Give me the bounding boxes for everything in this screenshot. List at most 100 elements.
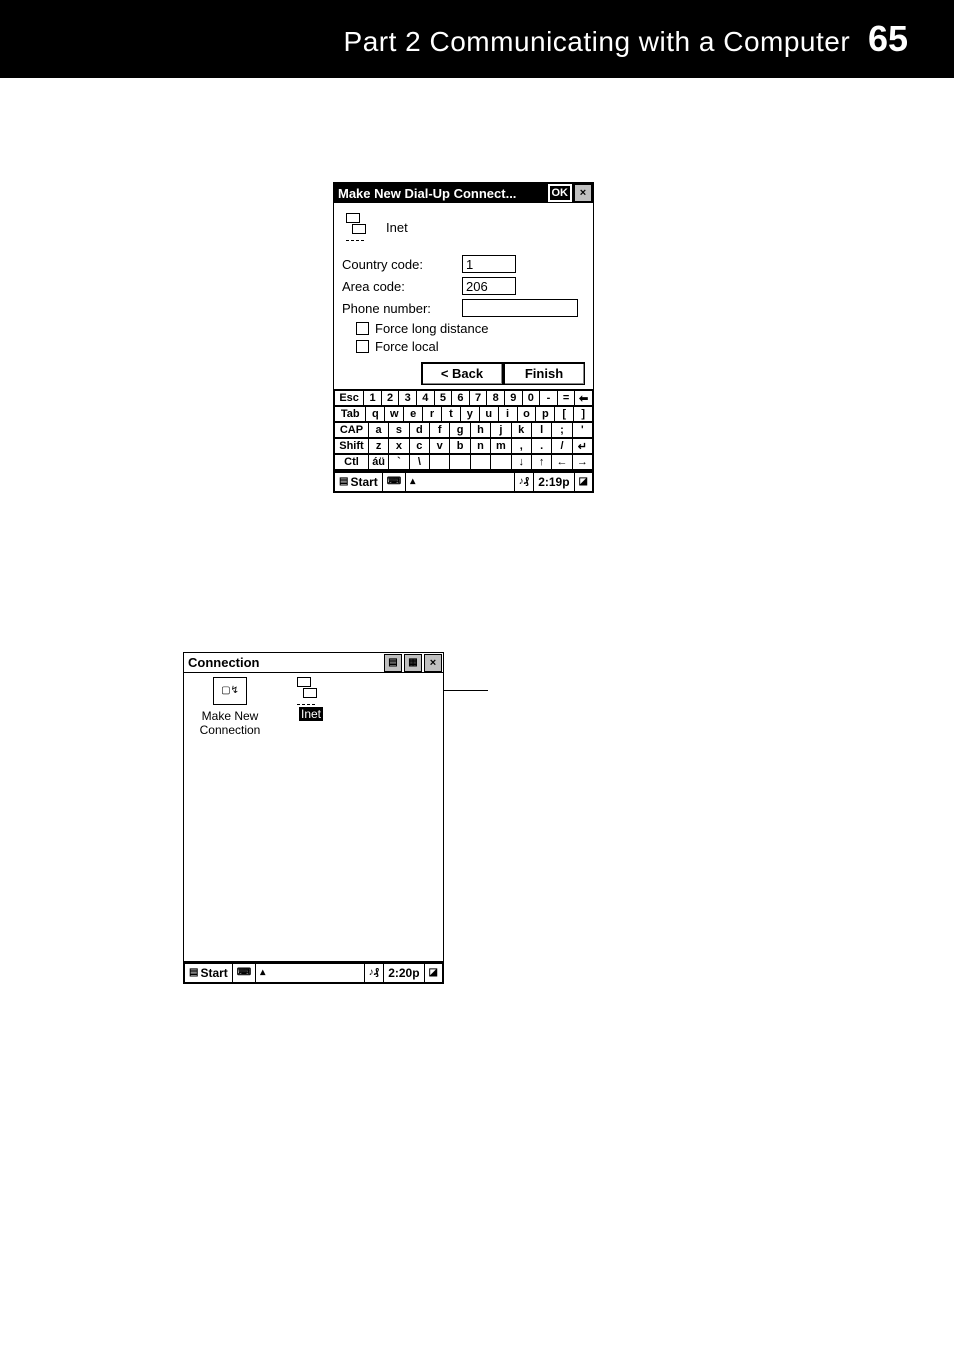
force-local-checkbox[interactable]: [356, 340, 369, 353]
key-m[interactable]: m: [490, 438, 510, 454]
tray-clock[interactable]: 2:19p: [533, 472, 573, 492]
key-t[interactable]: t: [441, 406, 460, 422]
start-button[interactable]: ▤ Start: [334, 472, 382, 492]
key-.[interactable]: .: [531, 438, 551, 454]
make-new-connection-item[interactable]: ▢↯ Make New Connection: [190, 677, 270, 737]
key-Tab[interactable]: Tab: [334, 406, 365, 422]
window-client-area: ▢↯ Make New Connection Inet: [184, 673, 443, 961]
phone-number-input[interactable]: [462, 299, 578, 317]
key-↵[interactable]: ↵: [572, 438, 593, 454]
key-'[interactable]: ': [572, 422, 593, 438]
back-button[interactable]: < Back: [421, 362, 503, 385]
tray-up-button[interactable]: ▴: [405, 472, 419, 492]
key-→[interactable]: →: [572, 454, 593, 470]
taskbar: ▤ Start ⌨ ▴ ♪₰ 2:19p ◪: [334, 470, 593, 492]
force-long-distance-checkbox[interactable]: [356, 322, 369, 335]
key-g[interactable]: g: [449, 422, 469, 438]
key-z[interactable]: z: [368, 438, 388, 454]
key-p[interactable]: p: [535, 406, 554, 422]
key-↑[interactable]: ↑: [531, 454, 551, 470]
key-9[interactable]: 9: [504, 390, 522, 406]
key-0[interactable]: 0: [522, 390, 540, 406]
key-1[interactable]: 1: [363, 390, 381, 406]
country-code-row: Country code:: [342, 255, 585, 273]
key-↓[interactable]: ↓: [511, 454, 531, 470]
key-`[interactable]: `: [388, 454, 408, 470]
key-Ctl[interactable]: Ctl: [334, 454, 368, 470]
key-Shift[interactable]: Shift: [334, 438, 368, 454]
key-4[interactable]: 4: [416, 390, 434, 406]
key-←[interactable]: ←: [551, 454, 571, 470]
key-blank[interactable]: [449, 454, 469, 470]
key-8[interactable]: 8: [486, 390, 504, 406]
force-long-distance-row[interactable]: Force long distance: [356, 321, 585, 336]
key-Esc[interactable]: Esc: [334, 390, 363, 406]
key-f[interactable]: f: [429, 422, 449, 438]
phone-number-row: Phone number:: [342, 299, 585, 317]
callout-line: [444, 690, 488, 691]
key-d[interactable]: d: [409, 422, 429, 438]
ok-button[interactable]: OK: [548, 184, 573, 202]
key-s[interactable]: s: [388, 422, 408, 438]
window-close-button[interactable]: ×: [424, 654, 442, 672]
titlebar-icon-1[interactable]: ▤: [384, 654, 402, 672]
key-o[interactable]: o: [517, 406, 536, 422]
tray-desktop-button-2[interactable]: ◪: [424, 963, 443, 983]
dialup-dialog-screenshot: Make New Dial-Up Connect... OK × Inet Co…: [333, 182, 594, 493]
key-CAP[interactable]: CAP: [334, 422, 368, 438]
key-blank[interactable]: [490, 454, 510, 470]
connection-panel-icon: ▤: [388, 658, 397, 668]
key-q[interactable]: q: [365, 406, 384, 422]
finish-button[interactable]: Finish: [503, 362, 585, 385]
key-i[interactable]: i: [498, 406, 517, 422]
keyboard-tray-button[interactable]: ⌨: [382, 472, 405, 492]
tray-up-button-2[interactable]: ▴: [255, 963, 269, 983]
key-;[interactable]: ;: [551, 422, 571, 438]
keyboard-tray-button-2[interactable]: ⌨: [232, 963, 255, 983]
titlebar-icon-2[interactable]: ▦: [404, 654, 422, 672]
key-l[interactable]: l: [531, 422, 551, 438]
key-áü[interactable]: áü: [368, 454, 388, 470]
key-r[interactable]: r: [422, 406, 441, 422]
key-x[interactable]: x: [388, 438, 408, 454]
key-][interactable]: ]: [573, 406, 593, 422]
inet-connection-item[interactable]: Inet: [288, 677, 334, 721]
up-arrow-icon-2: ▴: [260, 968, 265, 978]
key-5[interactable]: 5: [434, 390, 452, 406]
start-button-2[interactable]: ▤ Start: [184, 963, 232, 983]
key-j[interactable]: j: [490, 422, 510, 438]
key-6[interactable]: 6: [451, 390, 469, 406]
key-n[interactable]: n: [470, 438, 490, 454]
key-c[interactable]: c: [409, 438, 429, 454]
tray-clock-2[interactable]: 2:20p: [383, 963, 423, 983]
key-blank[interactable]: [429, 454, 449, 470]
key-blank[interactable]: [470, 454, 490, 470]
key-h[interactable]: h: [470, 422, 490, 438]
key-w[interactable]: w: [384, 406, 403, 422]
country-code-input[interactable]: [462, 255, 516, 273]
key-7[interactable]: 7: [469, 390, 487, 406]
key-2[interactable]: 2: [381, 390, 399, 406]
key-⬅[interactable]: ⬅: [574, 390, 593, 406]
key-u[interactable]: u: [479, 406, 498, 422]
key-e[interactable]: e: [403, 406, 422, 422]
key-b[interactable]: b: [449, 438, 469, 454]
key-=[interactable]: =: [557, 390, 575, 406]
key--[interactable]: -: [539, 390, 557, 406]
key-y[interactable]: y: [460, 406, 479, 422]
key-/[interactable]: /: [551, 438, 571, 454]
key-k[interactable]: k: [511, 422, 531, 438]
key-v[interactable]: v: [429, 438, 449, 454]
tray-connection-icon[interactable]: ♪₰: [514, 472, 534, 492]
tray-connection-icon-2[interactable]: ♪₰: [364, 963, 384, 983]
key-3[interactable]: 3: [398, 390, 416, 406]
tray-desktop-button[interactable]: ◪: [574, 472, 593, 492]
key-\[interactable]: \: [409, 454, 429, 470]
force-local-row[interactable]: Force local: [356, 339, 585, 354]
area-code-input[interactable]: [462, 277, 516, 295]
close-button[interactable]: ×: [574, 184, 592, 202]
key-[[interactable]: [: [554, 406, 573, 422]
key-a[interactable]: a: [368, 422, 388, 438]
area-code-label: Area code:: [342, 279, 462, 294]
key-,[interactable]: ,: [511, 438, 531, 454]
